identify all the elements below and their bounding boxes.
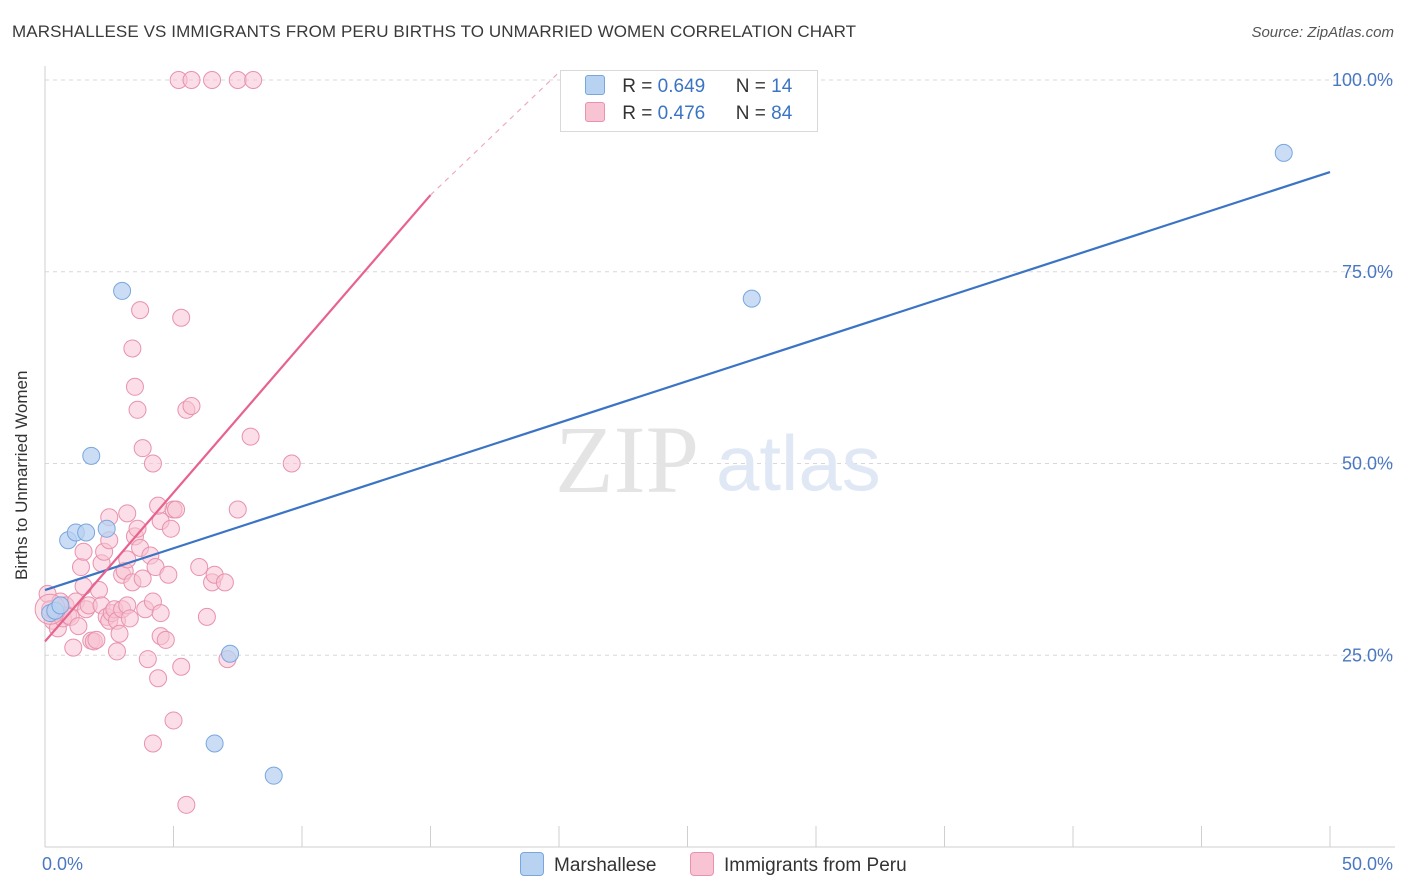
legend-r-label: R =	[622, 76, 653, 97]
point-peru-65	[149, 496, 168, 515]
legend-r-value-marshallese: 0.649	[657, 76, 706, 97]
point-peru-14	[74, 542, 93, 561]
watermark-zip: ZIP	[555, 406, 699, 513]
series-swatch-pink	[690, 852, 714, 876]
legend-row-marshallese: R = 0.649 N = 14	[585, 75, 792, 99]
point-peru-56	[167, 500, 186, 519]
point-peru-86	[228, 71, 247, 89]
gridlines	[45, 79, 1395, 656]
point-peru-66	[172, 308, 191, 327]
trend-line-peru	[44, 194, 432, 643]
point-peru-81	[143, 734, 162, 753]
point-peru-62	[123, 339, 142, 358]
point-peru-78	[172, 657, 191, 676]
point-peru-82	[177, 795, 196, 814]
point-peru-63	[131, 301, 150, 320]
point-marshallese-13	[51, 596, 70, 615]
legend-row-peru: R = 0.476 N = 84	[585, 102, 792, 126]
point-marshallese-4	[77, 523, 96, 542]
point-peru-53	[159, 565, 178, 584]
point-peru-10	[64, 638, 83, 657]
y-tick-label-50: 50.0%	[1342, 454, 1393, 474]
point-peru-20	[87, 630, 106, 649]
point-marshallese-10	[264, 766, 283, 785]
point-peru-79	[149, 669, 168, 688]
point-peru-13	[71, 558, 90, 577]
point-peru-84	[182, 71, 201, 89]
point-marshallese-7	[113, 281, 132, 300]
point-peru-57	[118, 504, 137, 523]
legend-n-value-peru: 84	[771, 103, 793, 124]
trend-line-marshallese	[44, 170, 1331, 592]
series-label-peru: Immigrants from Peru	[724, 855, 907, 876]
legend-n-label: N =	[735, 76, 766, 97]
data-points	[34, 71, 1293, 814]
point-peru-75	[228, 500, 247, 519]
point-marshallese-5	[82, 446, 101, 465]
point-peru-85	[203, 71, 222, 89]
point-peru-70	[197, 607, 216, 626]
point-peru-60	[128, 400, 147, 419]
watermark: ZIP atlas	[555, 406, 881, 513]
point-peru-69	[190, 558, 209, 577]
point-peru-38	[120, 609, 139, 628]
legend-n-value-marshallese: 14	[771, 76, 793, 97]
point-marshallese-9	[221, 644, 240, 663]
y-tick-label-100: 100.0%	[1332, 70, 1393, 90]
legend-r-label: R =	[622, 103, 653, 124]
point-marshallese-8	[205, 734, 224, 753]
point-peru-54	[161, 519, 180, 538]
point-peru-50	[151, 604, 170, 623]
point-peru-31	[107, 642, 126, 661]
point-peru-43	[133, 569, 152, 588]
chart-title: MARSHALLESE VS IMMIGRANTS FROM PERU BIRT…	[12, 22, 857, 41]
legend-n-label: N =	[735, 103, 766, 124]
point-peru-68	[182, 396, 201, 415]
watermark-atlas: atlas	[716, 419, 881, 507]
y-tick-label-75: 75.0%	[1342, 262, 1393, 282]
point-marshallese-6	[97, 519, 116, 538]
tick-labels: 25.0% 50.0% 75.0% 100.0% 0.0% 50.0%	[42, 70, 1393, 874]
series-legend-peru[interactable]: Immigrants from Peru	[690, 852, 907, 877]
series-label-marshallese: Marshallese	[554, 855, 657, 876]
point-peru-41	[128, 519, 147, 538]
y-axis-label: Births to Unmarried Women	[12, 370, 31, 580]
point-peru-87	[244, 71, 263, 89]
legend-swatch-blue	[585, 75, 605, 95]
point-peru-80	[164, 711, 183, 730]
point-peru-76	[241, 427, 260, 446]
point-peru-61	[125, 377, 144, 396]
point-marshallese-11	[742, 289, 761, 308]
source-label: Source: ZipAtlas.com	[1251, 24, 1394, 41]
axes	[44, 66, 1395, 848]
x-tick-label-max: 50.0%	[1342, 854, 1393, 874]
point-marshallese-12	[1274, 143, 1293, 162]
point-peru-64	[143, 454, 162, 473]
point-peru-21	[89, 581, 108, 600]
point-peru-32	[110, 624, 129, 643]
legend-swatch-pink	[585, 102, 605, 122]
series-legend: Marshallese Immigrants from Peru	[0, 852, 1406, 878]
point-peru-59	[133, 439, 152, 458]
y-tick-label-25: 25.0%	[1342, 645, 1393, 665]
point-peru-12	[69, 617, 88, 636]
point-peru-45	[138, 650, 157, 669]
trend-lines	[44, 71, 1331, 643]
series-legend-marshallese[interactable]: Marshallese	[520, 852, 656, 877]
x-tick-label-min: 0.0%	[42, 854, 83, 874]
point-peru-77	[282, 454, 301, 473]
legend-r-value-peru: 0.476	[657, 103, 706, 124]
point-peru-52	[156, 630, 175, 649]
trend-line-peru-extension	[430, 71, 560, 196]
point-peru-73	[215, 573, 234, 592]
series-swatch-blue	[520, 852, 544, 876]
stats-legend: R = 0.649 N = 14 R = 0.476 N = 84	[560, 70, 818, 132]
